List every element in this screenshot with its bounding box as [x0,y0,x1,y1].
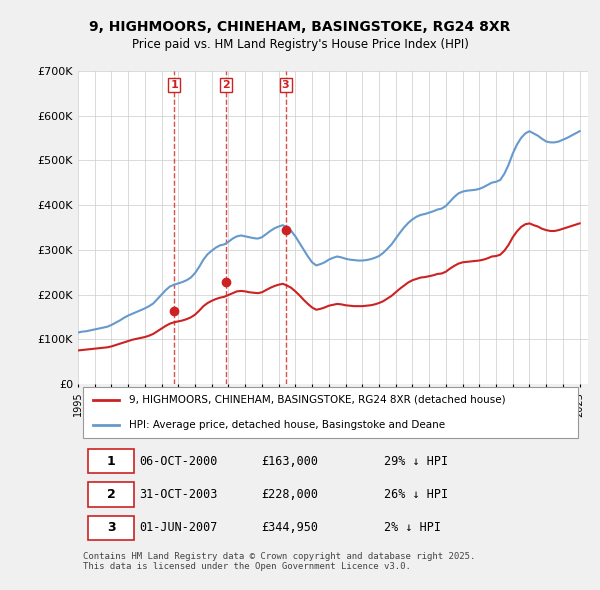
Text: 2: 2 [107,488,116,501]
Text: £163,000: £163,000 [262,455,319,468]
Text: 2: 2 [222,80,230,90]
FancyBboxPatch shape [83,387,578,438]
Text: Contains HM Land Registry data © Crown copyright and database right 2025.
This d: Contains HM Land Registry data © Crown c… [83,552,475,571]
Text: 9, HIGHMOORS, CHINEHAM, BASINGSTOKE, RG24 8XR: 9, HIGHMOORS, CHINEHAM, BASINGSTOKE, RG2… [89,19,511,34]
Text: 01-JUN-2007: 01-JUN-2007 [139,521,218,534]
Text: £228,000: £228,000 [262,488,319,501]
Text: 1: 1 [170,80,178,90]
FancyBboxPatch shape [88,516,134,540]
Text: 1: 1 [107,455,116,468]
Text: 31-OCT-2003: 31-OCT-2003 [139,488,218,501]
Text: 29% ↓ HPI: 29% ↓ HPI [384,455,448,468]
Text: HPI: Average price, detached house, Basingstoke and Deane: HPI: Average price, detached house, Basi… [129,419,445,430]
Text: 3: 3 [282,80,289,90]
Text: 2% ↓ HPI: 2% ↓ HPI [384,521,441,534]
FancyBboxPatch shape [88,450,134,473]
Text: 26% ↓ HPI: 26% ↓ HPI [384,488,448,501]
Text: £344,950: £344,950 [262,521,319,534]
Text: Price paid vs. HM Land Registry's House Price Index (HPI): Price paid vs. HM Land Registry's House … [131,38,469,51]
Text: 3: 3 [107,521,115,534]
FancyBboxPatch shape [88,483,134,507]
Text: 9, HIGHMOORS, CHINEHAM, BASINGSTOKE, RG24 8XR (detached house): 9, HIGHMOORS, CHINEHAM, BASINGSTOKE, RG2… [129,395,506,405]
Text: 06-OCT-2000: 06-OCT-2000 [139,455,218,468]
